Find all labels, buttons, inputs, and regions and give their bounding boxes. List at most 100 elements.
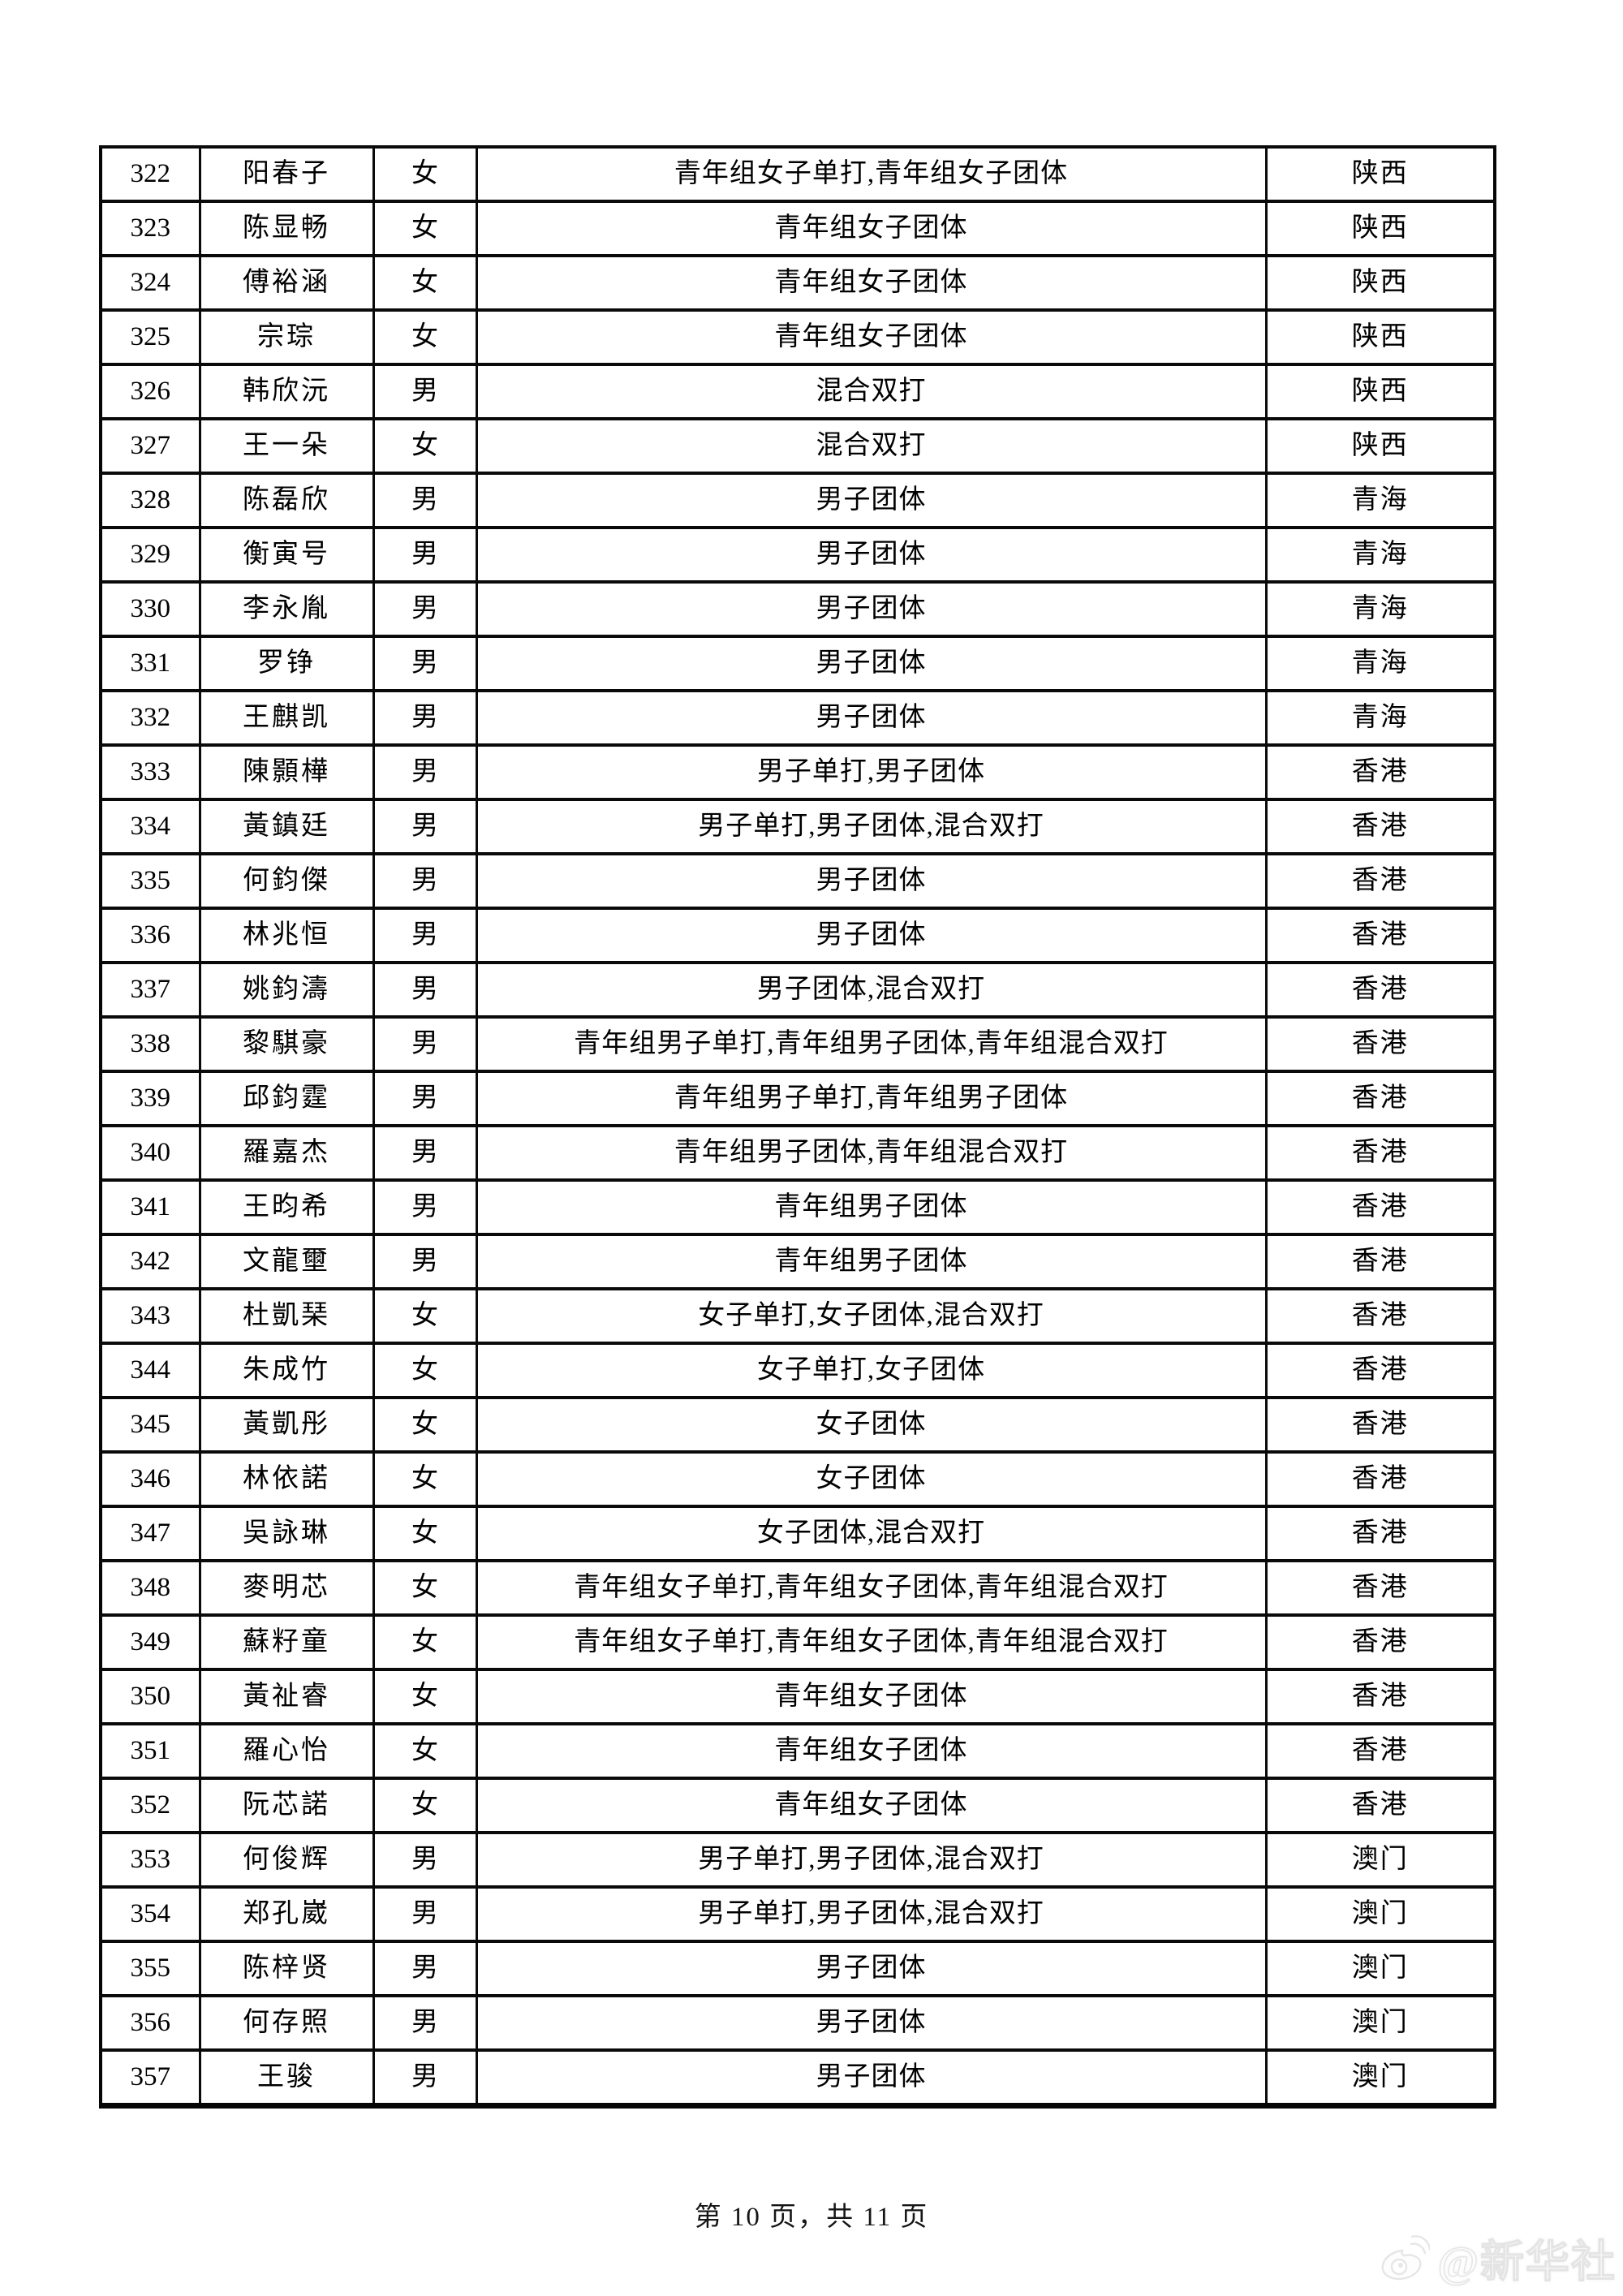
news-agency-watermark: @新华社: [1378, 2225, 1617, 2290]
table-row: 329 衡寅号男男子团体 青海: [99, 526, 1496, 584]
cell-name: 王一朵: [198, 417, 375, 475]
cell-gender: 男: [372, 1233, 478, 1290]
cell-region: 青海: [1264, 472, 1496, 529]
cell-name: 羅嘉杰: [198, 1124, 375, 1182]
cell-gender: 女: [372, 308, 478, 366]
cell-no: 330: [99, 580, 201, 638]
cell-events: 青年组女子团体: [475, 308, 1268, 366]
cell-region: 香港: [1264, 1668, 1496, 1725]
cell-no: 356: [99, 1994, 201, 2052]
cell-gender: 女: [372, 145, 478, 203]
cell-no: 348: [99, 1559, 201, 1617]
cell-events: 青年组女子团体: [475, 1722, 1268, 1780]
cell-no: 327: [99, 417, 201, 475]
cell-name: 李永胤: [198, 580, 375, 638]
table-row: 325 宗琮女青年组女子团体 陕西: [99, 308, 1496, 366]
cell-region: 香港: [1264, 1124, 1496, 1182]
cell-no: 335: [99, 852, 201, 910]
cell-name: 阮芯諾: [198, 1777, 375, 1834]
cell-gender: 男: [372, 961, 478, 1019]
table-row: 340 羅嘉杰男青年组男子团体,青年组混合双打 香港: [99, 1124, 1496, 1182]
cell-region: 香港: [1264, 1070, 1496, 1127]
cell-events: 男子单打,男子团体,混合双打: [475, 798, 1268, 855]
cell-region: 澳门: [1264, 2048, 1496, 2108]
cell-events: 男子单打,男子团体,混合双打: [475, 1885, 1268, 1943]
cell-events: 青年组女子单打,青年组女子团体,青年组混合双打: [475, 1559, 1268, 1617]
table-row: 335 何鈞傑男男子团体 香港: [99, 852, 1496, 910]
cell-gender: 男: [372, 1124, 478, 1182]
cell-region: 陕西: [1264, 254, 1496, 312]
cell-region: 香港: [1264, 1777, 1496, 1834]
cell-events: 男子单打,男子团体,混合双打: [475, 1831, 1268, 1889]
cell-events: 女子单打,女子团体: [475, 1342, 1268, 1399]
cell-region: 香港: [1264, 1613, 1496, 1671]
cell-events: 青年组女子单打,青年组女子团体: [475, 145, 1268, 203]
cell-no: 326: [99, 363, 201, 420]
cell-name: 衡寅号: [198, 526, 375, 584]
cell-events: 青年组男子团体: [475, 1233, 1268, 1290]
cell-no: 338: [99, 1015, 201, 1073]
cell-gender: 男: [372, 580, 478, 638]
cell-name: 陈梓贤: [198, 1940, 375, 1997]
cell-events: 女子团体: [475, 1450, 1268, 1508]
cell-name: 陈显畅: [198, 200, 375, 257]
cell-no: 357: [99, 2048, 201, 2108]
table-row: 338 黎騏豪男青年组男子单打,青年组男子团体,青年组混合双打 香港: [99, 1015, 1496, 1073]
table-row: 349 蘇籽童女青年组女子单打,青年组女子团体,青年组混合双打 香港: [99, 1613, 1496, 1671]
table-row: 334 黃鎮廷男男子单打,男子团体,混合双打 香港: [99, 798, 1496, 855]
cell-no: 329: [99, 526, 201, 584]
cell-name: 羅心怡: [198, 1722, 375, 1780]
table-row: 324 傅裕涵女青年组女子团体 陕西: [99, 254, 1496, 312]
cell-gender: 男: [372, 363, 478, 420]
table-row: 341 王昀希男青年组男子团体 香港: [99, 1178, 1496, 1236]
cell-name: 林依諾: [198, 1450, 375, 1508]
cell-region: 陕西: [1264, 363, 1496, 420]
cell-no: 328: [99, 472, 201, 529]
table-row: 345 黃凱彤女女子团体 香港: [99, 1396, 1496, 1454]
table-row: 347 吳詠琳女女子团体,混合双打 香港: [99, 1505, 1496, 1562]
cell-region: 澳门: [1264, 1994, 1496, 2052]
table-row: 337 姚鈞濤男男子团体,混合双打 香港: [99, 961, 1496, 1019]
cell-no: 341: [99, 1178, 201, 1236]
cell-name: 黎騏豪: [198, 1015, 375, 1073]
cell-no: 337: [99, 961, 201, 1019]
table-row: 356 何存照男男子团体 澳门: [99, 1994, 1496, 2052]
cell-gender: 男: [372, 1015, 478, 1073]
cell-no: 346: [99, 1450, 201, 1508]
cell-events: 男子团体: [475, 689, 1268, 747]
cell-name: 林兆恒: [198, 907, 375, 964]
cell-name: 郑孔崴: [198, 1885, 375, 1943]
table-row: 355 陈梓贤男男子团体 澳门: [99, 1940, 1496, 1997]
cell-name: 宗琮: [198, 308, 375, 366]
cell-gender: 女: [372, 1613, 478, 1671]
cell-events: 女子团体: [475, 1396, 1268, 1454]
cell-region: 香港: [1264, 798, 1496, 855]
cell-events: 男子团体: [475, 635, 1268, 692]
cell-events: 男子单打,男子团体: [475, 743, 1268, 801]
table-row: 352 阮芯諾女青年组女子团体 香港: [99, 1777, 1496, 1834]
cell-name: 陳顥樺: [198, 743, 375, 801]
cell-events: 青年组女子团体: [475, 254, 1268, 312]
cell-region: 香港: [1264, 1233, 1496, 1290]
cell-name: 蘇籽童: [198, 1613, 375, 1671]
cell-events: 女子团体,混合双打: [475, 1505, 1268, 1562]
cell-no: 344: [99, 1342, 201, 1399]
cell-gender: 女: [372, 200, 478, 257]
table-row: 353 何俊辉男男子单打,男子团体,混合双打 澳门: [99, 1831, 1496, 1889]
cell-no: 354: [99, 1885, 201, 1943]
cell-gender: 男: [372, 1178, 478, 1236]
cell-no: 355: [99, 1940, 201, 1997]
cell-gender: 男: [372, 907, 478, 964]
cell-name: 阳春子: [198, 145, 375, 203]
cell-gender: 女: [372, 1777, 478, 1834]
cell-name: 麥明芯: [198, 1559, 375, 1617]
cell-no: 331: [99, 635, 201, 692]
cell-gender: 女: [372, 1287, 478, 1345]
cell-region: 澳门: [1264, 1831, 1496, 1889]
cell-gender: 男: [372, 743, 478, 801]
cell-gender: 男: [372, 526, 478, 584]
cell-events: 青年组男子团体,青年组混合双打: [475, 1124, 1268, 1182]
cell-name: 杜凱琹: [198, 1287, 375, 1345]
cell-no: 339: [99, 1070, 201, 1127]
cell-gender: 女: [372, 1722, 478, 1780]
